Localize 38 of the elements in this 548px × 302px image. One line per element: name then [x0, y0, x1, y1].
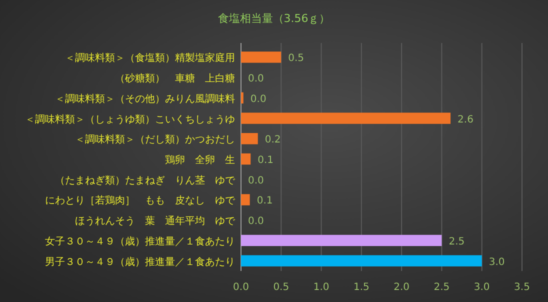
data-label: 0.2 — [264, 134, 281, 146]
y-tick-label: （たまねぎ類）たまねぎ りん茎 ゆで — [55, 174, 236, 186]
data-label: 0.1 — [258, 155, 274, 166]
bar — [241, 234, 442, 246]
y-tick-label: ほうれんそう 葉 通年平均 ゆで — [75, 215, 236, 228]
x-tick-label: 2.5 — [434, 282, 450, 293]
data-label: 0.5 — [288, 53, 304, 64]
y-tick-label: 鶏卵 全卵 生 — [165, 154, 235, 166]
x-tick-label: 1.0 — [313, 282, 330, 293]
data-label: 0.0 — [248, 175, 264, 186]
data-label: 0.0 — [248, 216, 264, 228]
x-tick-label: 3.5 — [514, 282, 530, 293]
y-tick-label: ＜調味料類＞（だし類）かつおだし — [75, 134, 235, 146]
bar — [241, 153, 251, 165]
data-label: 0.0 — [250, 94, 266, 105]
data-label: 2.6 — [458, 114, 474, 126]
data-label: 2.5 — [448, 236, 465, 248]
chart-title: 食塩相当量（3.56ｇ） — [218, 12, 330, 25]
data-label: 0.0 — [248, 74, 264, 85]
x-tick-label: 0.0 — [233, 282, 249, 293]
y-tick-label: 女子３０～４９（歳）推進量／１食あたり — [45, 235, 235, 248]
y-tick-label: ＜調味料類＞（しょうゆ類）こいくちしょうゆ — [25, 113, 235, 126]
bar — [241, 255, 482, 266]
x-tick-label: 2.0 — [394, 282, 410, 293]
y-tick-label: 男子３０～４９（歳）推進量／１食あたり — [45, 256, 235, 268]
x-tick-label: 3.0 — [474, 282, 490, 293]
y-tick-label: ＜調味料類＞（その他）みりん風調味料 — [55, 92, 235, 105]
bar — [241, 133, 258, 144]
bar — [241, 52, 282, 63]
y-tick-label: ＜調味料類＞（食塩類）精製塩家庭用 — [65, 52, 235, 64]
y-tick-label: にわとり［若鶏肉］ もも 皮なし ゆで — [45, 194, 236, 207]
x-tick-label: 0.5 — [273, 282, 290, 293]
data-label: 0.1 — [256, 196, 273, 207]
y-tick-label: （砂糖類） 車糖 上白糖 — [115, 72, 235, 85]
bar — [241, 112, 451, 124]
x-tick-label: 1.5 — [353, 282, 370, 293]
bar — [241, 194, 250, 206]
data-label: 3.0 — [488, 256, 505, 268]
